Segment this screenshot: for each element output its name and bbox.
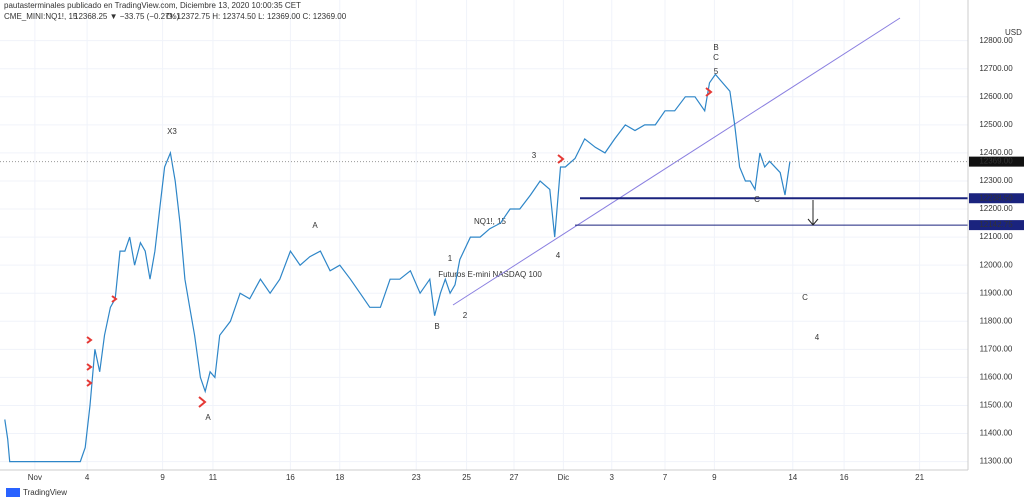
wave-label: B: [713, 43, 718, 52]
wave-label: 1: [448, 254, 453, 263]
last-price-box: [969, 156, 1024, 167]
ohlc: O: 12372.75 H: 12374.50 L: 12369.00 C: 1…: [166, 12, 347, 21]
x-tick-label: 7: [663, 473, 668, 482]
level-box: [969, 193, 1024, 204]
x-tick-label: 4: [85, 473, 90, 482]
price-line: [4, 73, 791, 463]
down-arrow: [807, 200, 819, 226]
y-tick-label: 12700.00: [979, 64, 1013, 73]
level-label: 12142.75: [979, 220, 1013, 229]
watermark-name: Futuros E-mini NASDAQ 100: [438, 270, 542, 279]
watermark-symbol: NQ1!, 15: [474, 217, 507, 226]
level-box: [969, 220, 1024, 231]
watermark: NQ1!, 15 Futuros E-mini NASDAQ 100: [438, 217, 542, 279]
y-tick-label: 12600.00: [979, 92, 1013, 101]
y-tick-label: 11300.00: [980, 457, 1013, 466]
quote: 12368.25 ▼ −33.75 (−0.27%): [74, 12, 180, 21]
y-tick-label: 11500.00: [980, 401, 1013, 410]
wave-label: B: [434, 322, 439, 331]
y-tick-label: 12300.00: [979, 176, 1013, 185]
wave-label: A: [205, 413, 211, 422]
logo-icon: [6, 488, 20, 497]
y-tick-label: 12400.00: [979, 148, 1013, 157]
plot: [0, 73, 968, 463]
x-tick-label: 27: [510, 473, 519, 482]
x-tick-label: 23: [412, 473, 421, 482]
y-tick-label: 11900.00: [980, 288, 1013, 297]
logo: TradingView: [23, 488, 67, 497]
publisher: pautasterminales publicado en TradingVie…: [4, 1, 301, 10]
y-tick-label: 12800.00: [979, 36, 1013, 45]
y-tick-label: 12500.00: [979, 120, 1013, 129]
x-tick-label: 16: [286, 473, 295, 482]
x-tick-label: 9: [712, 473, 717, 482]
symbol: CME_MINI:NQ1!, 15: [4, 12, 78, 21]
y-tick-label: 11800.00: [980, 316, 1013, 325]
wave-label: C: [713, 53, 719, 62]
wave-label: 4: [815, 333, 820, 342]
wave-label: 2: [463, 311, 468, 320]
currency: USD: [1005, 28, 1022, 37]
x-tick-label: 21: [915, 473, 924, 482]
last-price-label: 12369.00: [979, 157, 1013, 166]
y-tick-label: 11600.00: [980, 373, 1013, 382]
trend-line: [452, 17, 901, 306]
x-tick-label: 14: [788, 473, 797, 482]
grid: [0, 0, 968, 470]
y-tick-label: 12200.00: [979, 204, 1013, 213]
wave-markers: [86, 87, 713, 408]
x-tick-label: Dic: [558, 473, 570, 482]
wave-label: 3: [532, 151, 537, 160]
wave-label: 4: [556, 251, 561, 260]
y-tick-label: 11700.00: [980, 344, 1013, 353]
y-tick-label: 12000.00: [979, 260, 1013, 269]
x-tick-label: 11: [209, 473, 218, 482]
wave-label: C: [802, 293, 808, 302]
x-tick-label: 18: [335, 473, 344, 482]
x-tick-label: 25: [462, 473, 471, 482]
level-label: 12238.50: [979, 193, 1013, 202]
y-tick-label: 11400.00: [980, 429, 1013, 438]
wave-label: C: [754, 195, 760, 204]
x-tick-label: 16: [840, 473, 849, 482]
wave-label: 5: [714, 67, 719, 76]
wave-label: X3: [167, 127, 177, 136]
x-tick-label: 9: [160, 473, 165, 482]
x-tick-label: 3: [610, 473, 615, 482]
y-tick-label: 12100.00: [979, 232, 1013, 241]
wave-label: A: [312, 221, 318, 230]
x-tick-label: Nov: [28, 473, 42, 482]
